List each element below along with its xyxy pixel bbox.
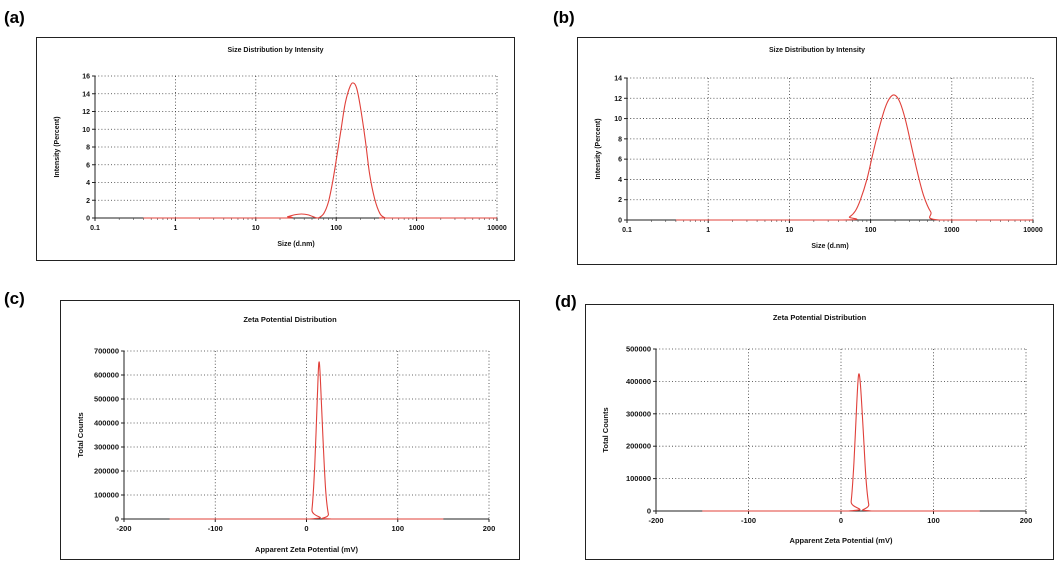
panel-label-b: (b)	[553, 8, 575, 27]
x-tick-label: -200	[648, 516, 663, 525]
x-tick-label: 200	[1020, 516, 1033, 525]
chart-panel-a: Size Distribution by Intensity 0.1 1 10 100 1…	[36, 37, 515, 261]
x-tick-label: 100	[865, 227, 877, 234]
series-line	[169, 361, 444, 520]
series-line	[675, 94, 1034, 221]
y-tick-label: 2	[86, 198, 90, 205]
y-tick-label: 4	[86, 180, 90, 187]
y-tick-label: 14	[614, 76, 622, 83]
y-tick-label: 6	[86, 162, 90, 169]
chart-c-svg: Zeta Potential Distribution -200 -100 0 100 2…	[76, 315, 496, 554]
x-tick-label: 0	[839, 516, 843, 525]
y-tick-label: 300000	[626, 409, 651, 418]
x-axis-label: Size (d.nm)	[277, 241, 314, 248]
x-tick-label: 1000	[944, 227, 960, 234]
y-tick-label: 16	[82, 74, 90, 81]
x-axis-label: Apparent Zeta Potential (mV)	[255, 545, 358, 554]
y-axis-label: Intensity (Percent)	[595, 118, 602, 179]
y-tick-label: 8	[86, 145, 90, 152]
x-tick-label: 10000	[1023, 227, 1043, 234]
chart-title: Size Distribution by Intensity	[769, 47, 865, 54]
y-tick-label: 100000	[626, 474, 651, 483]
x-tick-label: -100	[741, 516, 756, 525]
chart-panel-b: Size Distribution by Intensity 0.1 1 10 100 1…	[577, 37, 1057, 265]
y-tick-label: 200000	[94, 467, 119, 476]
x-tick-label: 0.1	[90, 225, 100, 232]
x-tick-label: 1000	[409, 225, 425, 232]
panel-label-c: (c)	[4, 289, 25, 308]
y-tick-label: 6	[618, 157, 622, 164]
x-tick-label: 10	[252, 225, 260, 232]
y-tick-label: 100000	[94, 491, 119, 500]
x-tick-label: 1	[173, 225, 177, 232]
y-tick-label: 0	[115, 515, 119, 524]
y-tick-label: 700000	[94, 347, 119, 356]
y-tick-label: 0	[647, 507, 651, 516]
y-tick-label: 4	[618, 177, 622, 184]
x-tick-label: -200	[116, 524, 131, 533]
chart-panel-c: Zeta Potential Distribution -200 -100 0 100 2…	[60, 300, 520, 560]
y-tick-label: 2	[618, 197, 622, 204]
series-line	[143, 82, 497, 219]
chart-title: Zeta Potential Distribution	[243, 315, 337, 324]
y-axis-label: Intensity (Percent)	[54, 116, 61, 177]
chart-title: Size Distribution by Intensity	[227, 47, 323, 54]
y-axis-label: Total Counts	[601, 407, 610, 452]
y-tick-label: 200000	[626, 442, 651, 451]
x-tick-label: 100	[391, 524, 404, 533]
y-tick-label: 400000	[94, 419, 119, 428]
y-tick-label: 300000	[94, 443, 119, 452]
y-tick-label: 10	[614, 116, 622, 123]
panel-label-d: (d)	[555, 292, 577, 311]
y-tick-label: 600000	[94, 371, 119, 380]
y-tick-label: 0	[86, 216, 90, 223]
y-tick-label: 8	[618, 136, 622, 143]
x-tick-label: 0.1	[622, 227, 632, 234]
x-axis-label: Apparent Zeta Potential (mV)	[790, 536, 893, 545]
panel-label-a: (a)	[4, 8, 25, 27]
y-tick-label: 500000	[626, 345, 651, 354]
y-tick-label: 12	[82, 109, 90, 116]
y-tick-label: 10	[82, 127, 90, 134]
x-tick-label: 100	[927, 516, 940, 525]
grid	[124, 350, 490, 519]
x-tick-label: 100	[330, 225, 342, 232]
y-tick-label: 14	[82, 91, 90, 98]
y-tick-label: 0	[618, 218, 622, 225]
chart-d-svg: Zeta Potential Distribution -200 -100 0 100 2…	[601, 313, 1033, 545]
y-tick-label: 500000	[94, 395, 119, 404]
x-axis-label: Size (d.nm)	[811, 243, 848, 250]
chart-panel-d: Zeta Potential Distribution -200 -100 0 100 2…	[585, 304, 1054, 560]
grid	[656, 348, 1027, 511]
y-axis-label: Total Counts	[76, 412, 85, 457]
x-tick-label: 0	[304, 524, 308, 533]
grid	[95, 75, 498, 218]
chart-title: Zeta Potential Distribution	[773, 313, 867, 322]
y-tick-label: 400000	[626, 377, 651, 386]
y-tick-label: 12	[614, 96, 622, 103]
x-tick-label: 10	[786, 227, 794, 234]
x-tick-label: 200	[483, 524, 496, 533]
grid	[627, 77, 1034, 220]
x-tick-label: 1	[706, 227, 710, 234]
x-tick-label: -100	[208, 524, 223, 533]
x-tick-label: 10000	[487, 225, 507, 232]
series-line	[702, 373, 980, 512]
